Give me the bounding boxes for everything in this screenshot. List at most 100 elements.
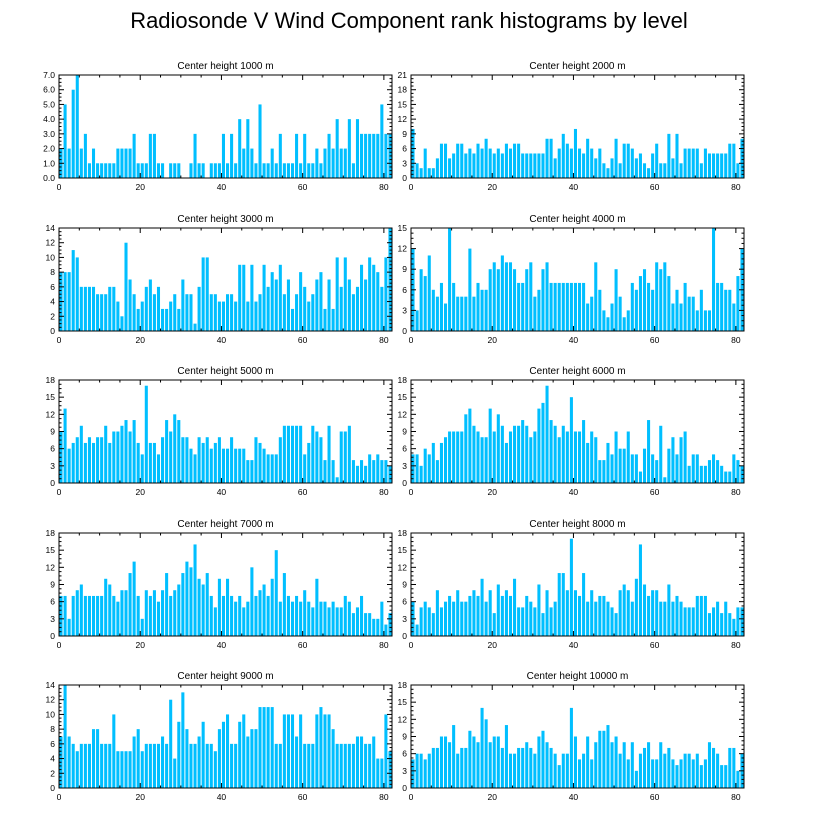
histogram-bar [712,747,716,788]
x-tick-label: 40 [569,182,579,192]
histogram-bar [541,730,545,788]
histogram-bar [380,758,384,788]
histogram-bar [351,163,355,178]
panel-title: Center height 8000 m [529,519,625,530]
histogram-bar [699,595,703,636]
x-tick-label: 0 [409,335,414,345]
histogram-bar [618,163,622,178]
histogram-bar [343,743,347,788]
histogram-bar [226,714,230,788]
histogram-bar [368,613,372,636]
histogram-bar [679,759,683,788]
histogram-bar [448,595,452,636]
histogram-bar [132,561,136,636]
histogram-bar [266,707,270,788]
histogram-bar [647,168,651,178]
histogram-bar [148,279,152,331]
histogram-bar [83,595,87,636]
histogram-bar [335,477,339,483]
y-tick-label: 6 [402,285,407,295]
histogram-bar [508,753,513,788]
histogram-bar [419,168,423,178]
histogram-bar [561,753,565,788]
histogram-bar [242,264,246,331]
histogram-bar [250,729,254,788]
histogram-bar [213,607,217,636]
histogram-bar [323,601,327,636]
x-tick-label: 80 [379,335,389,345]
histogram-bar [75,437,79,483]
histogram-bar [209,448,213,483]
histogram-bar [156,601,161,636]
histogram-bar [197,437,201,483]
histogram-bar [659,742,663,788]
histogram-bar [427,255,431,331]
histogram-bar [415,454,419,483]
histogram-bar [173,590,177,636]
panel-9: Center height 9000 m 0 2 4 6 8 10 12 14 0 20 40 60 80 [46,671,393,802]
histogram-bar [565,753,569,788]
histogram-bar [521,282,525,331]
y-tick-label: 0 [402,173,407,183]
histogram-bar [452,725,456,788]
y-tick-label: 2 [50,768,55,778]
histogram-bar [79,743,83,788]
histogram-bar [439,736,443,788]
histogram-bar [484,289,488,331]
histogram-bar [553,753,557,788]
histogram-bar [557,437,561,483]
histogram-bar [553,601,557,636]
histogram-bar [630,282,634,331]
histogram-bar [169,163,173,178]
histogram-bar [100,163,104,178]
histogram-bar [529,153,533,178]
histogram-bar [100,743,104,788]
histogram-bar [230,294,234,331]
histogram-bar [347,425,351,483]
histogram-bar [484,437,488,483]
histogram-bar [671,759,675,788]
histogram-bar [315,714,319,788]
histogram-bar [517,282,521,331]
panel-title: Center height 3000 m [177,214,273,225]
histogram-bar [431,613,435,636]
histogram-bar [695,595,699,636]
histogram-bar [476,742,480,788]
histogram-bar [173,163,177,178]
histogram-bar [517,143,521,178]
histogram-bar [651,289,655,331]
x-tick-label: 40 [569,640,579,650]
histogram-bar [148,442,152,483]
histogram-bar [71,442,75,483]
histogram-bar [209,163,213,178]
histogram-bar [278,601,282,636]
y-tick-label: 15 [398,392,408,402]
histogram-bar [691,296,695,331]
histogram-bar [201,163,205,178]
histogram-bar [238,595,242,636]
histogram-bar [439,442,443,483]
histogram-bar [667,276,671,331]
histogram-bar [606,442,610,483]
panel-5: Center height 5000 m 0 3 6 9 12 15 18 0 20 40 60 80 [46,366,393,497]
y-tick-label: 6 [402,144,407,154]
histogram-bar [541,269,545,331]
histogram-bar [448,742,452,788]
histogram-bar [484,138,488,178]
histogram-bar [335,257,339,331]
histogram-bar [529,601,533,636]
histogram-bar [476,143,480,178]
histogram-bar [724,289,728,331]
histogram-bar [132,420,136,483]
y-tick-label: 21 [398,70,408,80]
histogram-bar [75,751,79,788]
histogram-bar [96,729,100,788]
histogram-bar [258,104,262,178]
histogram-bar [610,607,614,636]
histogram-bar [323,714,327,788]
histogram-bar [638,544,642,636]
x-tick-label: 0 [57,487,62,497]
y-tick-label: 18 [398,375,408,385]
histogram-bar [230,133,234,178]
histogram-bar [278,133,282,178]
